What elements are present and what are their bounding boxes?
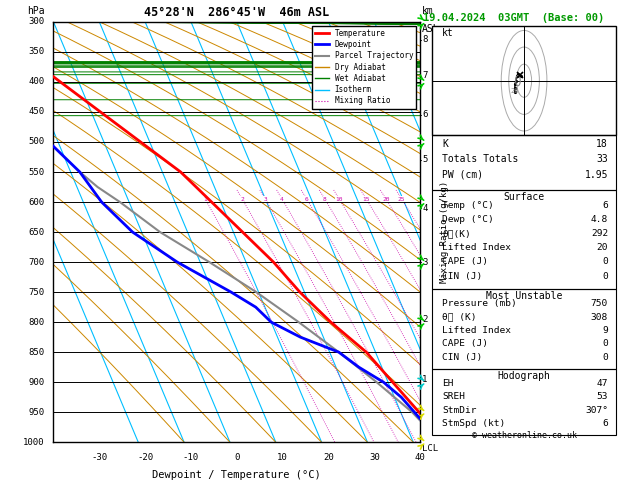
Text: 10: 10 — [335, 196, 343, 202]
Text: 450: 450 — [28, 107, 44, 117]
Legend: Temperature, Dewpoint, Parcel Trajectory, Dry Adiabat, Wet Adiabat, Isotherm, Mi: Temperature, Dewpoint, Parcel Trajectory… — [312, 26, 416, 108]
Text: 4: 4 — [280, 196, 284, 202]
Text: StmDir: StmDir — [442, 406, 476, 415]
Text: 700: 700 — [28, 258, 44, 267]
Text: 25: 25 — [398, 196, 406, 202]
Text: 47: 47 — [596, 379, 608, 388]
Text: 30: 30 — [369, 453, 380, 462]
Text: 500: 500 — [28, 138, 44, 146]
Text: 1000: 1000 — [23, 438, 44, 447]
Bar — [432, 190, 616, 289]
Text: 650: 650 — [28, 227, 44, 237]
Text: 6: 6 — [422, 110, 427, 120]
Bar — [432, 369, 616, 434]
Text: 950: 950 — [28, 408, 44, 417]
Text: 292: 292 — [591, 229, 608, 238]
Text: 900: 900 — [28, 378, 44, 387]
Text: 1.95: 1.95 — [584, 170, 608, 180]
Text: Most Unstable: Most Unstable — [486, 291, 562, 301]
Text: 18: 18 — [596, 139, 608, 149]
Text: Pressure (mb): Pressure (mb) — [442, 299, 516, 308]
Text: 10: 10 — [277, 453, 288, 462]
Text: 40: 40 — [415, 453, 426, 462]
Text: 3: 3 — [422, 258, 427, 267]
Text: 7: 7 — [422, 71, 427, 80]
Text: 2: 2 — [240, 196, 244, 202]
Text: 0: 0 — [603, 353, 608, 362]
Text: 400: 400 — [28, 77, 44, 87]
Text: 300: 300 — [28, 17, 44, 26]
Text: Dewp (°C): Dewp (°C) — [442, 215, 494, 224]
Text: 1: 1 — [203, 196, 207, 202]
Text: LCL: LCL — [422, 444, 438, 453]
Text: Lifted Index: Lifted Index — [442, 243, 511, 252]
Text: kt: kt — [442, 28, 454, 38]
Bar — [432, 289, 616, 369]
Text: Dewpoint / Temperature (°C): Dewpoint / Temperature (°C) — [152, 469, 321, 480]
Text: 53: 53 — [596, 392, 608, 401]
Text: 6: 6 — [305, 196, 309, 202]
Text: 15: 15 — [362, 196, 370, 202]
Text: 2: 2 — [422, 314, 427, 324]
Bar — [432, 136, 616, 190]
Text: StmSpd (kt): StmSpd (kt) — [442, 419, 505, 428]
Text: 20: 20 — [382, 196, 390, 202]
Text: Surface: Surface — [503, 192, 545, 202]
Text: 8: 8 — [323, 196, 326, 202]
Text: 4.8: 4.8 — [591, 215, 608, 224]
Text: 4: 4 — [422, 204, 427, 212]
Text: CIN (J): CIN (J) — [442, 353, 482, 362]
Text: PW (cm): PW (cm) — [442, 170, 483, 180]
Text: 0: 0 — [603, 258, 608, 266]
Text: 20: 20 — [596, 243, 608, 252]
Text: 6: 6 — [603, 419, 608, 428]
Text: 6: 6 — [603, 201, 608, 209]
Text: km: km — [422, 5, 434, 16]
Bar — [432, 26, 616, 136]
Text: -30: -30 — [91, 453, 108, 462]
Text: 19.04.2024  03GMT  (Base: 00): 19.04.2024 03GMT (Base: 00) — [423, 13, 604, 23]
Text: 33: 33 — [596, 155, 608, 164]
Text: 20: 20 — [510, 88, 519, 94]
Text: θᴇ(K): θᴇ(K) — [442, 229, 470, 238]
Text: -20: -20 — [137, 453, 153, 462]
Text: CIN (J): CIN (J) — [442, 272, 482, 280]
Text: 850: 850 — [28, 347, 44, 357]
Text: © weatheronline.co.uk: © weatheronline.co.uk — [472, 431, 577, 440]
Text: Lifted Index: Lifted Index — [442, 326, 511, 335]
Text: Mixing Ratio (g/kg): Mixing Ratio (g/kg) — [440, 181, 449, 283]
Text: 3: 3 — [264, 196, 267, 202]
Text: CAPE (J): CAPE (J) — [442, 258, 488, 266]
Text: Temp (°C): Temp (°C) — [442, 201, 494, 209]
Text: -10: -10 — [183, 453, 199, 462]
Text: 750: 750 — [591, 299, 608, 308]
Text: Hodograph: Hodograph — [498, 371, 550, 381]
Text: 350: 350 — [28, 48, 44, 56]
Text: 20: 20 — [323, 453, 334, 462]
Text: CAPE (J): CAPE (J) — [442, 339, 488, 348]
Text: 307°: 307° — [585, 406, 608, 415]
Text: Totals Totals: Totals Totals — [442, 155, 518, 164]
Text: 8: 8 — [422, 35, 427, 44]
Text: 9: 9 — [603, 326, 608, 335]
Text: 308: 308 — [591, 312, 608, 322]
Title: 45°28'N  286°45'W  46m ASL: 45°28'N 286°45'W 46m ASL — [144, 6, 330, 19]
Text: 750: 750 — [28, 288, 44, 296]
Text: 5: 5 — [422, 156, 427, 164]
Text: ASL: ASL — [422, 24, 440, 34]
Text: K: K — [442, 139, 448, 149]
Text: 800: 800 — [28, 318, 44, 327]
Text: 600: 600 — [28, 197, 44, 207]
Text: hPa: hPa — [26, 5, 44, 16]
Text: θᴇ (K): θᴇ (K) — [442, 312, 476, 322]
Text: EH: EH — [442, 379, 454, 388]
Text: 0: 0 — [234, 453, 240, 462]
Text: 550: 550 — [28, 168, 44, 176]
Text: 0: 0 — [603, 272, 608, 280]
Text: 1: 1 — [422, 375, 427, 384]
Text: SREH: SREH — [442, 392, 465, 401]
Text: 0: 0 — [603, 339, 608, 348]
